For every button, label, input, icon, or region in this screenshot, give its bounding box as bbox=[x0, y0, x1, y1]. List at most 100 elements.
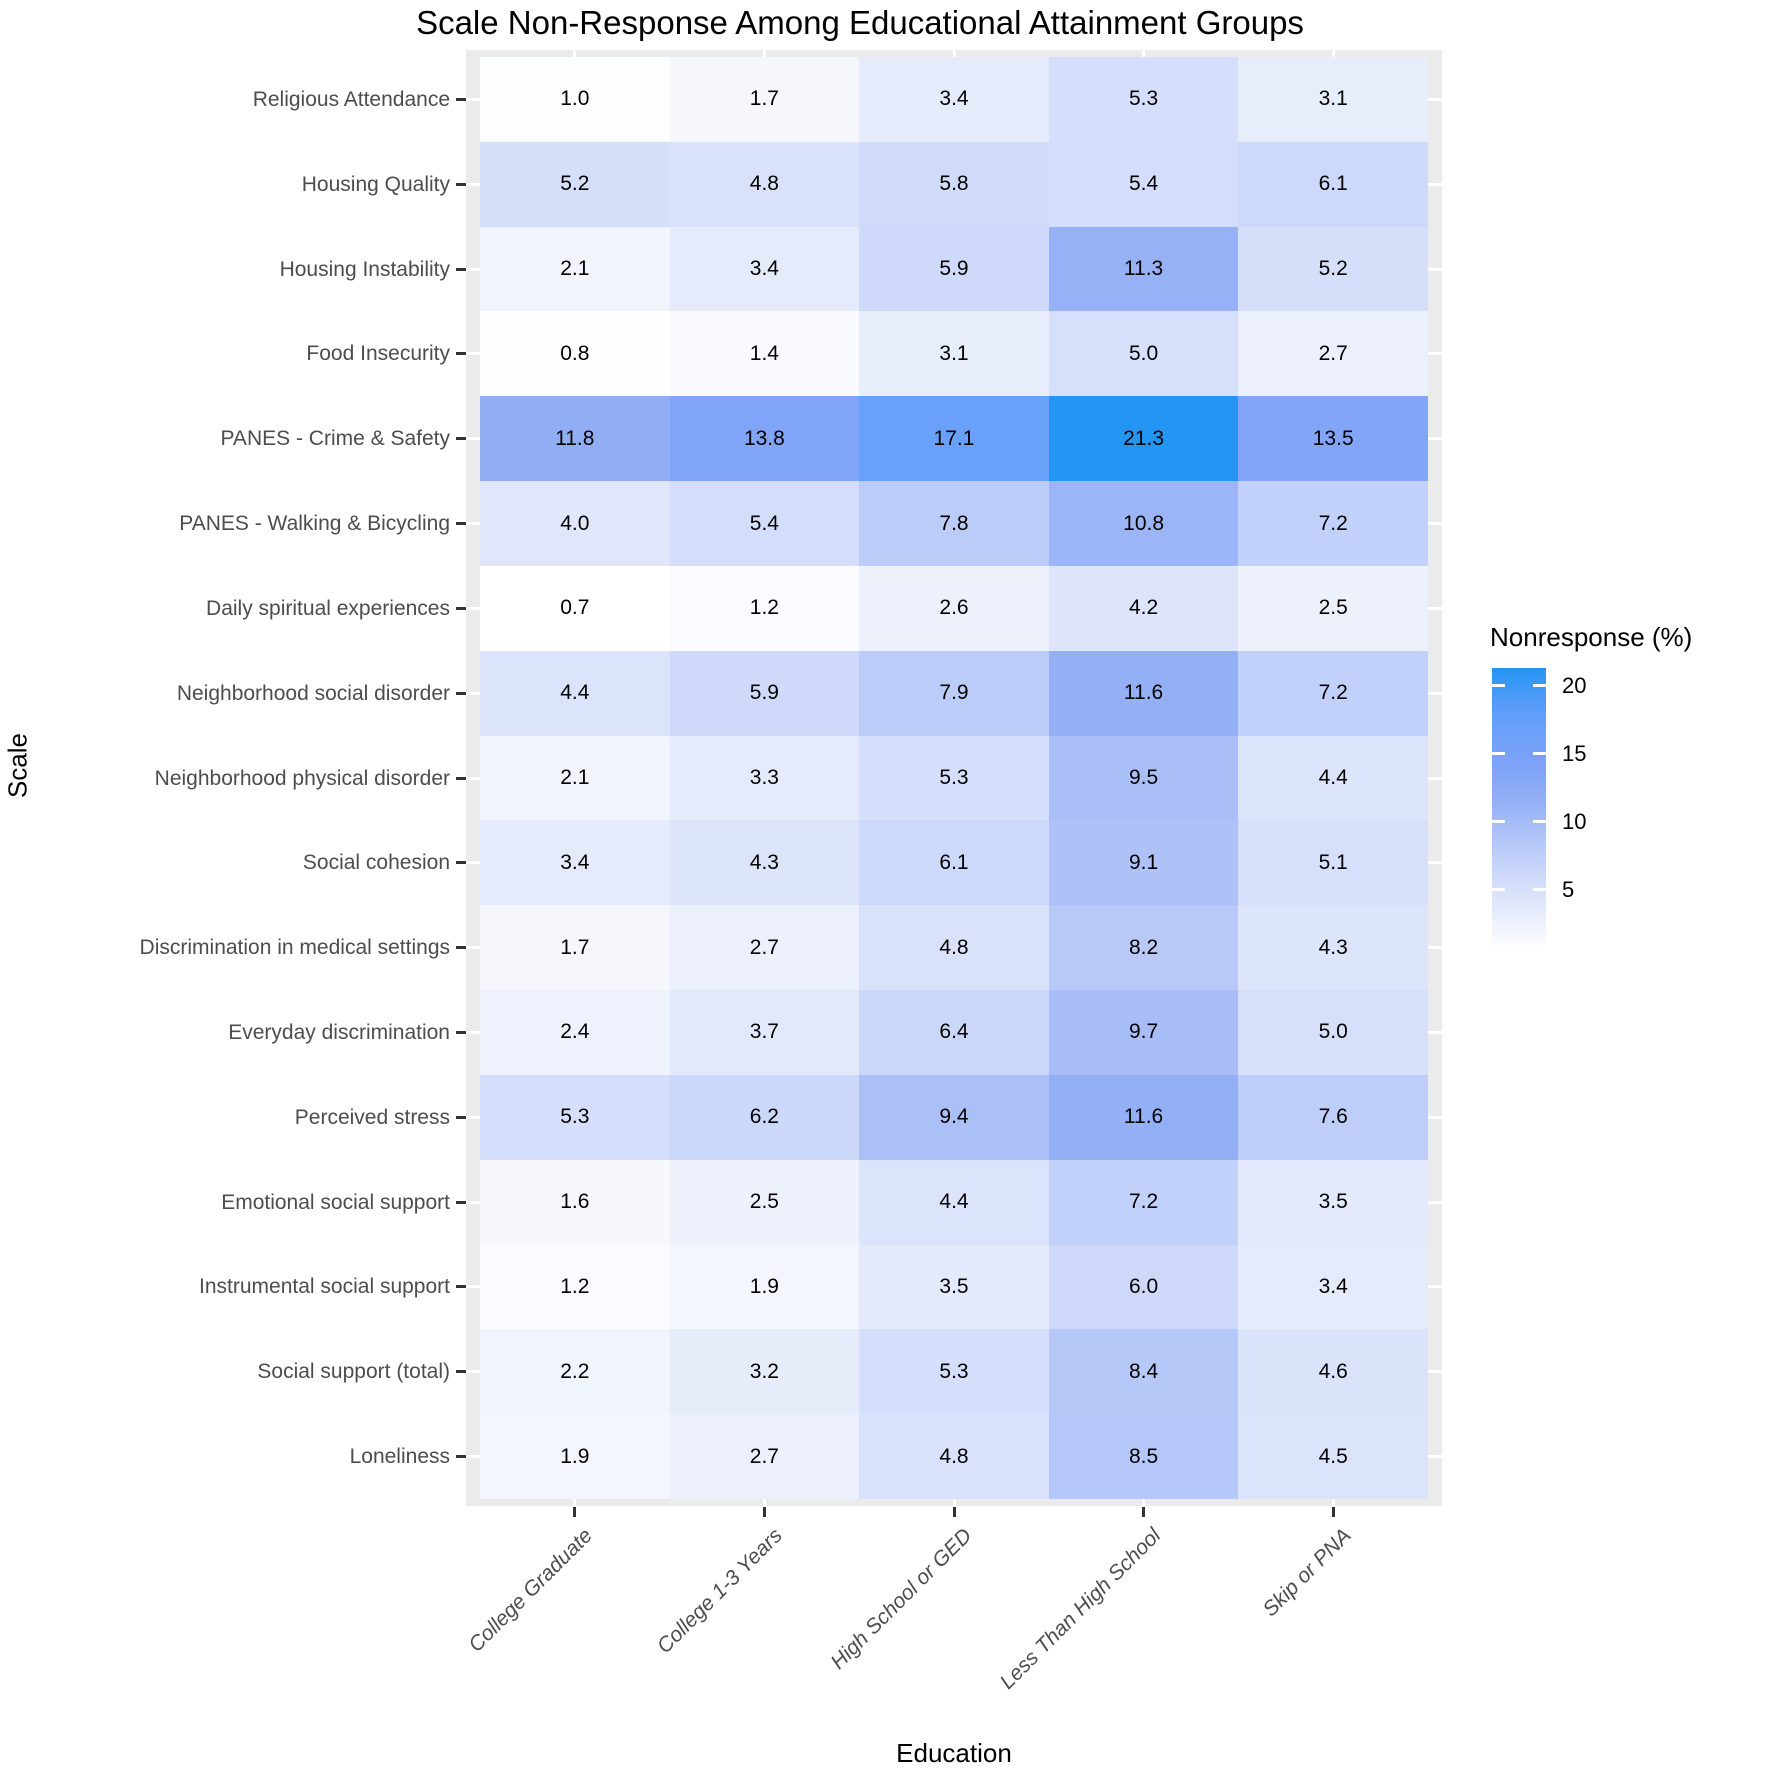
heatmap-cell: 5.9 bbox=[669, 650, 860, 736]
y-tick-label: PANES - Walking & Bicycling bbox=[179, 512, 450, 536]
cell-value: 6.1 bbox=[939, 850, 969, 874]
cell-value: 3.4 bbox=[1318, 1274, 1348, 1298]
heatmap-cell: 1.0 bbox=[480, 57, 670, 142]
x-tick-label: Less Than High School bbox=[996, 1524, 1166, 1694]
cell-value: 7.9 bbox=[939, 681, 969, 705]
heatmap-cell: 3.5 bbox=[859, 1244, 1049, 1330]
cell-value: 11.3 bbox=[1123, 257, 1164, 281]
heatmap-cell: 13.5 bbox=[1238, 396, 1428, 482]
heatmap-tiles: 1.0 1.7 3.4 5.3 3.1 5.2 4.8 5.8 5.4 6.1 2.1 3.4 5.9 1… bbox=[480, 57, 1428, 1499]
cell-value: 21.3 bbox=[1123, 426, 1165, 450]
cell-value: 4.3 bbox=[749, 850, 779, 874]
heatmap-cell: 11.6 bbox=[1048, 650, 1239, 736]
x-tick-mark bbox=[1331, 1507, 1335, 1517]
cell-value: 13.8 bbox=[743, 426, 785, 450]
heatmap-cell: 10.8 bbox=[1048, 481, 1239, 566]
heatmap-cell: 4.3 bbox=[1238, 905, 1428, 991]
cell-value: 2.5 bbox=[1318, 596, 1348, 620]
heatmap-cell: 5.3 bbox=[859, 1329, 1049, 1415]
cell-value: 4.4 bbox=[560, 681, 590, 705]
heatmap-cell: 8.4 bbox=[1048, 1329, 1239, 1415]
y-tick-mark bbox=[456, 1285, 466, 1289]
heatmap-cell: 5.4 bbox=[1048, 141, 1239, 227]
cell-value: 11.6 bbox=[1123, 1105, 1164, 1129]
heatmap-cell: 7.6 bbox=[1238, 1074, 1428, 1160]
legend-tick-mark bbox=[1492, 752, 1505, 756]
heatmap-cell: 5.9 bbox=[859, 226, 1049, 312]
heatmap-cell: 1.2 bbox=[669, 565, 860, 651]
heatmap-cell: 0.7 bbox=[480, 565, 670, 651]
y-tick-label: Everyday discrimination bbox=[228, 1020, 450, 1044]
legend-tick-mark bbox=[1533, 684, 1546, 688]
heatmap-cell: 4.4 bbox=[1238, 735, 1428, 821]
y-tick-label: PANES - Crime & Safety bbox=[220, 427, 450, 451]
cell-value: 8.4 bbox=[1128, 1359, 1159, 1383]
heatmap-cell: 2.1 bbox=[480, 735, 670, 821]
cell-value: 1.7 bbox=[749, 87, 779, 111]
cell-value: 6.4 bbox=[939, 1020, 969, 1044]
cell-value: 5.4 bbox=[1128, 172, 1159, 196]
cell-value: 2.6 bbox=[939, 596, 969, 620]
heatmap-cell: 7.2 bbox=[1238, 481, 1428, 566]
heatmap-cell: 11.6 bbox=[1048, 1074, 1239, 1160]
heatmap-cell: 2.7 bbox=[669, 905, 860, 991]
y-tick-mark bbox=[456, 267, 466, 271]
y-tick-label: Food Insecurity bbox=[306, 342, 450, 366]
cell-value: 1.2 bbox=[749, 596, 779, 620]
cell-value: 4.8 bbox=[939, 935, 969, 959]
x-tick-label: Skip or PNA bbox=[1258, 1524, 1356, 1622]
y-tick-label: Neighborhood social disorder bbox=[176, 681, 450, 705]
cell-value: 5.3 bbox=[560, 1105, 590, 1129]
heatmap-cell: 1.9 bbox=[480, 1414, 670, 1499]
heatmap-cell: 5.3 bbox=[1048, 57, 1239, 142]
heatmap-cell: 9.1 bbox=[1048, 820, 1239, 906]
cell-value: 9.1 bbox=[1128, 850, 1159, 874]
heatmap-cell: 6.0 bbox=[1048, 1244, 1239, 1330]
cell-value: 3.4 bbox=[749, 257, 779, 281]
heatmap-cell: 2.6 bbox=[859, 565, 1049, 651]
cell-value: 2.2 bbox=[560, 1359, 590, 1383]
heatmap-cell: 1.9 bbox=[669, 1244, 860, 1330]
y-tick-label: Instrumental social support bbox=[199, 1275, 450, 1299]
heatmap-cell: 1.6 bbox=[480, 1159, 670, 1245]
cell-value: 4.4 bbox=[1318, 765, 1348, 789]
cell-value: 8.5 bbox=[1128, 1444, 1159, 1468]
heatmap-cell: 4.0 bbox=[480, 481, 670, 566]
cell-value: 3.2 bbox=[749, 1359, 779, 1383]
y-tick-mark bbox=[456, 182, 466, 186]
legend-title: Nonresponse (%) bbox=[1490, 622, 1693, 652]
y-tick-mark bbox=[456, 1455, 466, 1459]
cell-value: 2.7 bbox=[1318, 341, 1348, 365]
heatmap-cell: 7.2 bbox=[1238, 650, 1428, 736]
y-tick-mark bbox=[456, 606, 466, 610]
cell-value: 2.7 bbox=[749, 1444, 779, 1468]
cell-value: 1.6 bbox=[560, 1190, 590, 1214]
heatmap-cell: 7.2 bbox=[1048, 1159, 1239, 1245]
heatmap-cell: 3.4 bbox=[859, 57, 1049, 142]
legend-tick-mark bbox=[1492, 684, 1505, 688]
cell-value: 11.6 bbox=[1123, 681, 1164, 705]
cell-value: 3.5 bbox=[1318, 1190, 1348, 1214]
heatmap-cell: 5.3 bbox=[859, 735, 1049, 821]
cell-value: 6.1 bbox=[1318, 172, 1348, 196]
cell-value: 6.0 bbox=[1128, 1274, 1159, 1298]
heatmap-cell: 2.7 bbox=[1238, 311, 1428, 397]
y-tick-mark bbox=[456, 1115, 466, 1119]
heatmap-cell: 1.7 bbox=[669, 57, 860, 142]
cell-value: 11.8 bbox=[555, 426, 595, 450]
heatmap-cell: 5.0 bbox=[1048, 311, 1239, 397]
heatmap-cell: 6.1 bbox=[1238, 141, 1428, 227]
heatmap-cell: 4.4 bbox=[480, 650, 670, 736]
cell-value: 5.1 bbox=[1318, 850, 1348, 874]
legend-tick-mark bbox=[1533, 820, 1546, 824]
cell-value: 5.9 bbox=[749, 681, 779, 705]
cell-value: 1.4 bbox=[749, 341, 779, 365]
cell-value: 5.8 bbox=[939, 172, 969, 196]
heatmap-cell: 4.2 bbox=[1048, 565, 1239, 651]
cell-value: 4.8 bbox=[749, 172, 779, 196]
cell-value: 8.2 bbox=[1128, 935, 1159, 959]
heatmap-cell: 2.2 bbox=[480, 1329, 670, 1415]
cell-value: 0.8 bbox=[560, 341, 590, 365]
heatmap-cell: 8.5 bbox=[1048, 1414, 1239, 1499]
